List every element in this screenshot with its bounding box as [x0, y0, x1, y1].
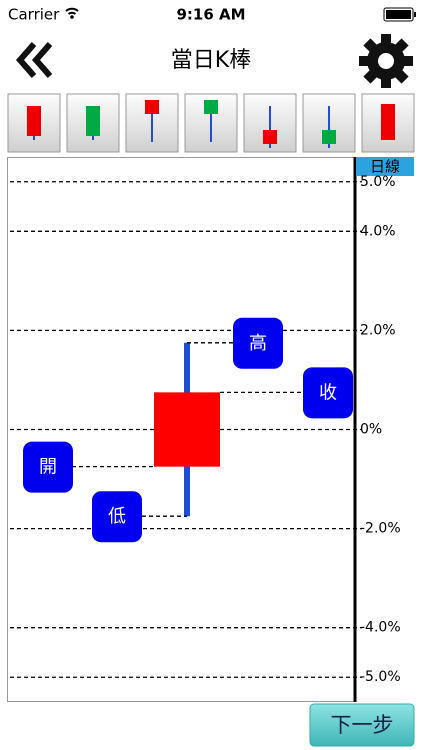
price-label: 收 — [319, 382, 337, 403]
y-tick-label: 0% — [360, 422, 382, 438]
clock: 9:16 AM — [176, 6, 245, 24]
back-button[interactable] — [16, 42, 53, 78]
price-label: 低 — [108, 506, 126, 527]
y-tick-label: -4.0% — [360, 620, 401, 636]
timeframe-label: 日線 — [370, 158, 400, 176]
price-label: 開 — [39, 457, 57, 478]
gear-tooth — [381, 34, 391, 46]
nav-title: 當日K棒 — [171, 48, 251, 73]
price-label: 高 — [249, 333, 267, 354]
plot: 5.0% 4.0% 2.0% 0% -2.0% -4.0% -5.0% 開低 高收 — [10, 174, 401, 685]
wifi-dot — [70, 15, 74, 19]
y-tick-label: 4.0% — [360, 223, 396, 239]
price-label-box — [92, 491, 142, 543]
y-tick-label: 5.0% — [360, 174, 396, 190]
icon-body — [322, 130, 336, 144]
icon-body — [204, 100, 218, 114]
settings-button[interactable] — [359, 34, 413, 88]
candle-body — [154, 392, 220, 467]
price-label-box — [233, 317, 283, 369]
next-button-label[interactable]: 下一步 — [331, 713, 394, 737]
battery-level — [386, 10, 411, 19]
gear-tooth — [381, 76, 391, 88]
battery-tip — [414, 12, 416, 17]
icon-body — [263, 130, 277, 144]
gear-hole — [378, 53, 394, 69]
icon-body — [86, 106, 100, 136]
battery — [383, 7, 414, 22]
icon-body — [381, 104, 395, 140]
icon-body — [145, 100, 159, 114]
y-tick-label: -5.0% — [360, 669, 401, 685]
toolbar — [7, 93, 415, 153]
y-tick-label: 2.0% — [360, 322, 396, 338]
wifi-icon — [65, 7, 79, 15]
price-label-box — [23, 441, 73, 493]
next-button[interactable] — [309, 703, 415, 747]
icon-body — [27, 106, 41, 136]
carrier: Carrier — [8, 6, 60, 24]
y-tick-label: -2.0% — [360, 521, 401, 537]
price-label-box — [303, 367, 353, 419]
timeframe-badge — [356, 157, 414, 176]
